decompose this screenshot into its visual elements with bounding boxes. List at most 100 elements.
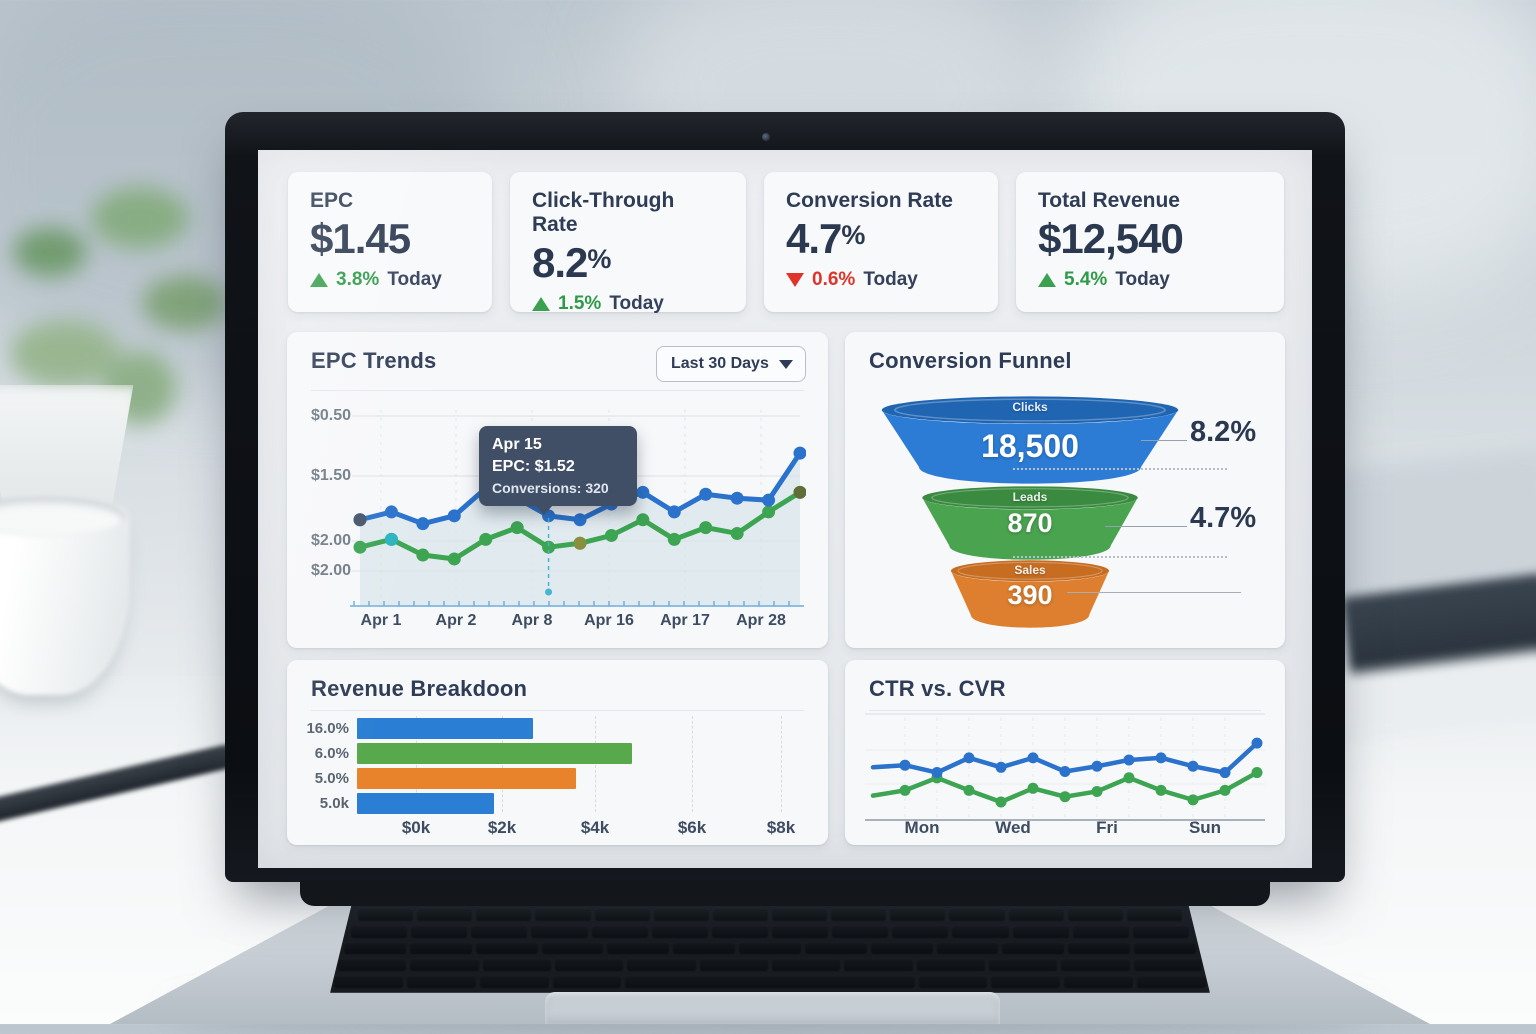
- keyboard-key: [771, 958, 841, 972]
- epc-trends-panel: EPC Trends Last 30 Days $0.50 $1.50 $2.0…: [287, 332, 828, 648]
- kpi-card-revenue: Total Revenue $12,540 5.4% Today: [1016, 172, 1284, 312]
- kpi-card-cvr: Conversion Rate 4.7% 0.6% Today: [764, 172, 998, 312]
- gridline: [595, 716, 596, 812]
- keyboard-key: [552, 975, 622, 988]
- keyboard-key: [712, 908, 768, 921]
- laptop-trackpad: [545, 992, 1000, 1024]
- dashboard-screen: EPC $1.45 3.8% Today Click-Through Rate …: [258, 150, 1312, 868]
- funnel-stage-clicks: Clicks 18,500: [880, 396, 1180, 484]
- bar-category-label: 5.0%: [314, 770, 349, 787]
- panel-title: Conversion Funnel: [869, 348, 1072, 373]
- gridline: [502, 716, 503, 812]
- kpi-card-ctr: Click-Through Rate 8.2% 1.5% Today: [510, 172, 746, 315]
- kpi-title: Total Revenue: [1038, 189, 1180, 212]
- keyboard-key: [406, 975, 476, 988]
- x-axis-tick: $8k: [766, 818, 796, 837]
- x-axis-tick: $4k: [580, 818, 610, 837]
- keyboard-key: [699, 958, 768, 972]
- y-axis-tick: $1.50: [310, 467, 351, 484]
- keyboard-key: [475, 941, 538, 955]
- epc-trends-chart: $0.50 $1.50 $2.00 $2.00 Apr 1 Apr 2 Apr …: [309, 400, 807, 640]
- funnel-stage-value: 390: [1007, 580, 1053, 611]
- keyboard-key: [351, 924, 408, 938]
- gridline: [692, 716, 693, 812]
- panel-title: EPC Trends: [311, 348, 437, 373]
- funnel-connector: [1067, 592, 1241, 593]
- keyboard-row: [349, 923, 1191, 940]
- date-range-dropdown[interactable]: Last 30 Days: [656, 346, 806, 382]
- keyboard-key: [344, 941, 406, 955]
- funnel-stage-sales: Sales 390: [950, 560, 1110, 628]
- bar: [357, 793, 494, 814]
- tooltip-date: Apr 15: [492, 436, 542, 453]
- keyboard-key: [1068, 941, 1131, 955]
- keyboard-key: [554, 958, 624, 972]
- x-axis-tick: Apr 1: [360, 612, 402, 629]
- keyboard-key: [1002, 941, 1065, 955]
- keyboard-key: [417, 908, 473, 921]
- keyboard-row: [356, 906, 1184, 923]
- keyboard-key: [653, 908, 709, 921]
- keyboard-key: [1134, 941, 1196, 955]
- funnel-stage-value: 18,500: [981, 427, 1079, 464]
- bar-category-label: 5.0k: [319, 795, 349, 812]
- divider: [869, 710, 1261, 711]
- keyboard-key: [936, 941, 999, 955]
- keyboard-key: [482, 958, 551, 972]
- x-axis-tick: Apr 28: [736, 612, 786, 629]
- keyboard-key: [916, 958, 985, 972]
- x-axis-tick: Apr 17: [660, 612, 710, 629]
- keyboard-key: [410, 958, 479, 972]
- funnel-rate-leads: 4.7%: [1190, 502, 1257, 534]
- keyboard-key: [870, 941, 933, 955]
- kpi-row: EPC $1.45 3.8% Today Click-Through Rate …: [288, 172, 1284, 315]
- funnel-stage-value: 870: [1007, 508, 1053, 539]
- kpi-value: 4.7%: [786, 215, 866, 262]
- revenue-bar-chart: $0k $2k $4k $6k $8k: [357, 716, 814, 837]
- funnel-stage-label: Sales: [1014, 563, 1046, 578]
- panel-title: CTR vs. CVR: [869, 676, 1006, 701]
- keyboard-key: [771, 908, 828, 921]
- keyboard-key: [535, 908, 591, 921]
- keyboard-key: [411, 924, 468, 938]
- keyboard-key: [832, 924, 889, 938]
- kpi-title: Click-Through Rate: [532, 189, 675, 236]
- keyboard-key: [651, 924, 708, 938]
- keyboard-key: [1064, 975, 1134, 988]
- ctr-cvr-line-chart: [865, 713, 1265, 821]
- laptop-keyboard: [330, 903, 1210, 993]
- panel-title: Revenue Breakdoon: [311, 676, 528, 701]
- keyboard-key: [890, 908, 946, 921]
- keyboard-key: [1072, 924, 1129, 938]
- kpi-delta: 3.8% Today: [310, 269, 470, 291]
- kpi-delta: 1.5% Today: [532, 293, 724, 315]
- keyboard-key: [844, 958, 913, 972]
- x-axis-tick: $0k: [401, 818, 431, 837]
- x-axis-tick: Sun: [1188, 818, 1222, 837]
- keyboard-key: [625, 975, 915, 988]
- webcam: [762, 133, 770, 141]
- divider: [311, 710, 804, 711]
- keyboard-key: [1132, 924, 1189, 938]
- kpi-delta: 5.4% Today: [1038, 269, 1262, 291]
- funnel-connector: [1141, 440, 1187, 441]
- keyboard-key: [334, 975, 403, 988]
- chevron-down-icon: [779, 359, 793, 369]
- coffee-cup: [0, 497, 130, 695]
- x-axis-tick: Apr 8: [511, 612, 553, 629]
- tooltip-epc: EPC: $1.52: [492, 458, 575, 475]
- kpi-title: EPC: [310, 189, 354, 212]
- keyboard-key: [409, 941, 472, 955]
- x-axis-tick: $2k: [487, 818, 517, 837]
- bar-category-label: 16.0%: [306, 720, 349, 737]
- keyboard-key: [988, 958, 1058, 972]
- keyboard-key: [1133, 958, 1202, 972]
- keyboard-key: [673, 941, 736, 955]
- keyboard-key: [594, 908, 650, 921]
- funnel-shape: [922, 486, 1138, 560]
- kpi-value: $1.45: [310, 215, 411, 262]
- bar: [357, 743, 632, 764]
- kpi-value: $12,540: [1038, 215, 1184, 262]
- x-axis-tick: Apr 2: [435, 612, 477, 629]
- gridline: [416, 716, 417, 812]
